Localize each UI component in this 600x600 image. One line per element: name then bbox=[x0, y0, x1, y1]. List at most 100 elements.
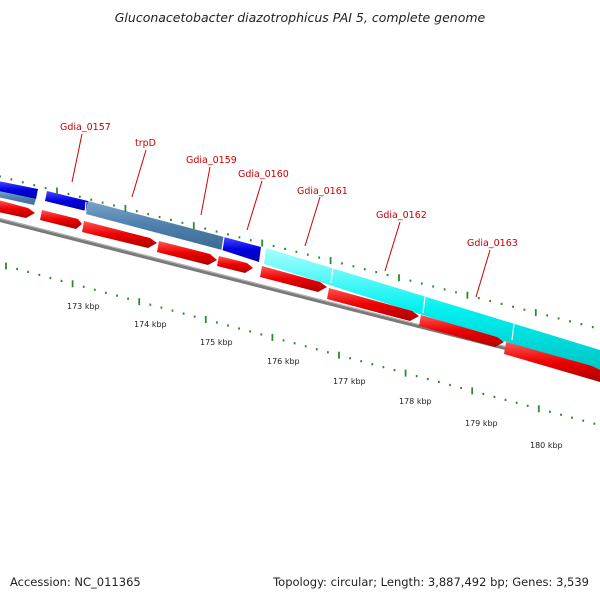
kbp-label: 173 kbp bbox=[67, 302, 100, 311]
minor-tick bbox=[438, 380, 440, 384]
minor-tick bbox=[60, 279, 63, 282]
minor-tick bbox=[147, 213, 150, 216]
upper-tick-row bbox=[0, 175, 594, 329]
minor-tick bbox=[360, 360, 363, 363]
minor-tick bbox=[420, 282, 423, 285]
cds-arrow bbox=[82, 221, 157, 248]
minor-tick bbox=[571, 416, 573, 419]
minor-tick bbox=[409, 279, 412, 282]
gene-label: Gdia_0162 bbox=[376, 210, 427, 221]
minor-tick bbox=[393, 369, 396, 372]
gene-leader-line bbox=[71, 133, 83, 183]
minor-tick bbox=[38, 273, 41, 276]
minor-tick bbox=[382, 366, 385, 369]
cds-arrow bbox=[419, 315, 504, 347]
major-tick bbox=[338, 351, 340, 359]
minor-tick bbox=[227, 324, 229, 327]
minor-tick bbox=[591, 326, 594, 329]
minor-tick bbox=[21, 181, 24, 184]
minor-tick bbox=[426, 377, 429, 381]
gene-label: Gdia_0160 bbox=[238, 169, 289, 180]
cds-arrows bbox=[0, 200, 600, 382]
minor-tick bbox=[432, 285, 435, 288]
gene-leader-line bbox=[384, 221, 401, 272]
minor-tick bbox=[295, 250, 298, 253]
minor-tick bbox=[160, 306, 163, 309]
minor-tick bbox=[238, 327, 240, 330]
minor-tick bbox=[455, 291, 457, 294]
minor-tick bbox=[260, 333, 263, 336]
major-tick bbox=[271, 333, 274, 341]
cds-arrow bbox=[327, 288, 419, 321]
cds-arrow bbox=[504, 342, 600, 382]
feature-divider-3 bbox=[330, 266, 334, 284]
minor-tick bbox=[101, 201, 104, 204]
gene-leader-line bbox=[200, 166, 211, 216]
kbp-label: 179 kbp bbox=[465, 419, 498, 428]
minor-tick bbox=[569, 320, 571, 323]
gene-label: Gdia_0157 bbox=[60, 122, 111, 133]
minor-tick bbox=[238, 236, 241, 239]
genome-backbone-highlight bbox=[0, 218, 600, 372]
minor-tick bbox=[0, 175, 1, 178]
feature-segment-cyan bbox=[264, 248, 600, 372]
minor-tick bbox=[460, 386, 462, 390]
major-tick bbox=[329, 257, 332, 264]
minor-tick bbox=[90, 198, 93, 201]
minor-tick bbox=[449, 383, 451, 387]
kbp-label: 177 kbp bbox=[333, 377, 366, 386]
minor-tick bbox=[249, 330, 252, 333]
minor-tick bbox=[204, 227, 207, 230]
minor-tick bbox=[386, 273, 389, 277]
minor-tick bbox=[493, 395, 496, 398]
minor-tick bbox=[560, 413, 562, 416]
minor-tick bbox=[526, 404, 529, 407]
minor-tick bbox=[284, 247, 286, 250]
gene-leader-line bbox=[246, 180, 263, 231]
minor-tick bbox=[182, 312, 185, 315]
minor-tick bbox=[44, 187, 47, 190]
minor-tick bbox=[67, 192, 70, 195]
minor-tick bbox=[500, 302, 503, 305]
minor-tick bbox=[215, 230, 218, 233]
minor-tick bbox=[512, 305, 514, 308]
minor-tick bbox=[181, 221, 184, 224]
minor-tick bbox=[171, 309, 174, 312]
major-tick bbox=[534, 309, 537, 317]
minor-tick bbox=[82, 285, 85, 288]
map-title: Gluconacetobacter diazotrophicus PAI 5, … bbox=[114, 10, 486, 25]
lower-tick-row bbox=[5, 262, 596, 425]
minor-tick bbox=[282, 339, 285, 342]
minor-tick bbox=[593, 422, 596, 425]
minor-tick bbox=[116, 294, 118, 297]
major-tick bbox=[398, 274, 400, 282]
feature-segment-steel-1 bbox=[0, 191, 36, 205]
minor-tick bbox=[363, 268, 366, 271]
kbp-label: 175 kbp bbox=[200, 338, 233, 347]
topology-summary: Topology: circular; Length: 3,887,492 bp… bbox=[273, 575, 589, 589]
cds-arrow bbox=[40, 210, 82, 229]
minor-tick bbox=[272, 244, 275, 248]
major-tick bbox=[471, 387, 474, 395]
feature-divider-2 bbox=[221, 236, 225, 251]
minor-tick bbox=[557, 317, 560, 320]
major-tick bbox=[204, 316, 207, 323]
feature-divider-1 bbox=[84, 201, 87, 215]
gene-leader-line bbox=[304, 196, 321, 247]
cds-arrow bbox=[0, 200, 35, 218]
minor-tick bbox=[105, 291, 107, 294]
minor-tick bbox=[170, 218, 172, 221]
minor-tick bbox=[546, 314, 549, 317]
gene-label: Gdia_0159 bbox=[186, 155, 237, 166]
kbp-label: 180 kbp bbox=[530, 441, 563, 450]
major-tick bbox=[71, 280, 74, 288]
minor-tick bbox=[504, 398, 507, 401]
cds-arrow bbox=[157, 241, 217, 265]
kbp-label: 178 kbp bbox=[399, 397, 432, 406]
minor-tick bbox=[375, 271, 378, 274]
minor-tick bbox=[293, 342, 296, 345]
minor-tick bbox=[341, 262, 343, 265]
minor-tick bbox=[371, 363, 374, 366]
